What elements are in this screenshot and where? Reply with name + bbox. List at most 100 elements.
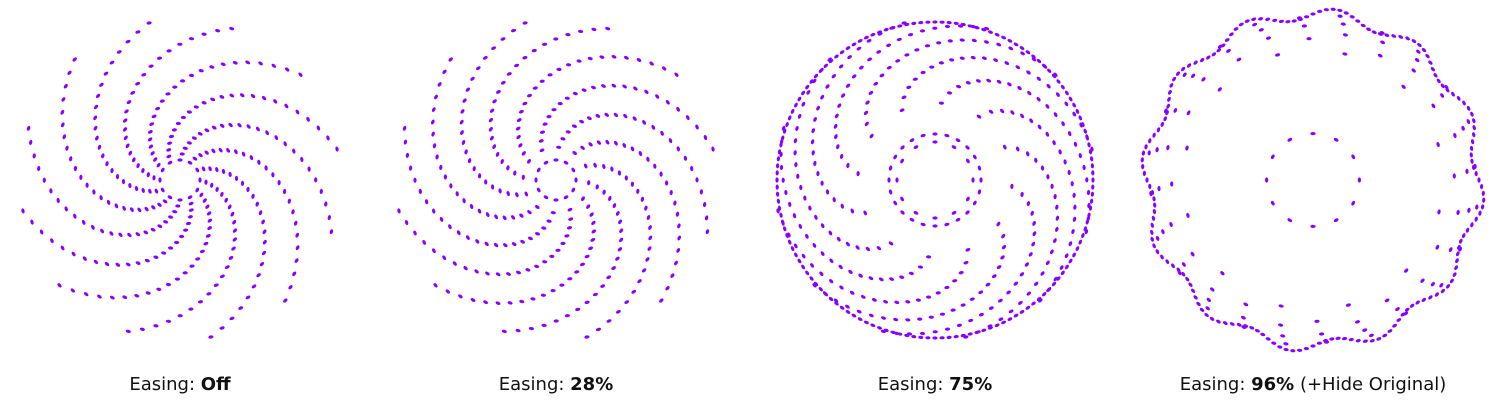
spiral-dot <box>974 330 980 334</box>
spiral-dot <box>775 170 779 176</box>
spiral-dot <box>897 24 903 28</box>
spiral-dot <box>1384 33 1390 38</box>
spiral-dot <box>295 245 300 251</box>
spiral-dot <box>228 122 233 128</box>
spiral-dot <box>829 258 834 264</box>
spiral-dot <box>823 292 828 297</box>
spiral-dot <box>837 103 842 108</box>
spiral-dot <box>1064 264 1069 270</box>
spiral-dot <box>811 150 815 156</box>
spiral-dot <box>126 100 132 105</box>
spiral-dot <box>977 189 982 195</box>
spiral-dot <box>559 283 565 287</box>
spiral-dot <box>1449 278 1454 284</box>
spiral-dot <box>1015 65 1021 70</box>
spiral-dot <box>1337 14 1343 18</box>
spiral-dot <box>168 134 175 139</box>
spiral-dot <box>211 125 217 130</box>
spiral-dot <box>588 246 594 251</box>
spiral-dot <box>1469 152 1473 158</box>
spiral-dot <box>638 150 643 157</box>
spiral-dot <box>1182 72 1187 77</box>
spiral-dot <box>165 282 172 287</box>
spiral-dot <box>1186 63 1192 68</box>
spiral-dot <box>495 151 500 157</box>
spiral-dot <box>949 58 955 62</box>
spiral-dot <box>883 27 889 32</box>
spiral-dot <box>1007 82 1012 87</box>
spiral-dot <box>502 215 507 221</box>
spiral-dot <box>998 317 1004 322</box>
spiral-dot <box>220 62 226 67</box>
spiral-dot <box>166 49 172 53</box>
spiral-dot <box>988 306 994 310</box>
spiral-dot <box>630 146 635 152</box>
spiral-dot <box>1026 291 1032 296</box>
spiral-dot <box>174 240 180 245</box>
spiral-dot <box>939 336 945 340</box>
spiral-dot <box>1470 139 1475 145</box>
spiral-dot <box>187 160 193 165</box>
spiral-dot <box>823 63 828 68</box>
spiral-dot <box>151 114 157 119</box>
spiral-dot <box>1056 276 1061 281</box>
spiral-dot <box>1310 344 1316 348</box>
spiral-dot <box>472 166 476 172</box>
spiral-dot <box>1278 323 1284 327</box>
spiral-dot <box>1053 238 1057 244</box>
spiral-dot <box>617 170 622 176</box>
spiral-dot <box>951 210 957 215</box>
spiral-dot <box>553 319 559 323</box>
spiral-dot <box>829 279 834 284</box>
spiral-dot <box>801 264 806 270</box>
spiral-dot <box>556 67 562 72</box>
spiral-dot <box>1185 276 1190 282</box>
spiral-dot <box>255 201 259 207</box>
spiral-dot <box>1160 254 1164 260</box>
spiral-dot <box>288 285 293 290</box>
spiral-dot <box>228 255 234 260</box>
spiral-dot <box>201 166 206 172</box>
spiral-dot <box>900 210 905 215</box>
spiral-dot <box>1317 9 1323 14</box>
spiral-dot <box>232 219 237 225</box>
caption: Easing: Off <box>0 374 360 395</box>
spiral-dot <box>50 238 54 244</box>
panel-easing-off: Easing: Off <box>0 0 360 420</box>
spiral-dot <box>899 275 905 279</box>
spiral-dot <box>809 79 814 84</box>
spiral-dot <box>206 292 212 296</box>
spiral-dot <box>153 324 159 328</box>
spiral-dot <box>1243 302 1249 307</box>
spiral-dot <box>114 203 119 209</box>
spiral-dot <box>125 329 131 334</box>
spiral-dot <box>870 32 876 37</box>
spiral-dot <box>589 212 594 217</box>
spiral-dot <box>250 93 256 99</box>
spiral-dot <box>1072 216 1077 222</box>
spiral-dot <box>1260 332 1266 337</box>
spiral-dot <box>1085 177 1089 183</box>
spiral-dot <box>996 42 1002 47</box>
spiral-dot <box>613 140 618 146</box>
spiral-dot <box>1088 205 1093 211</box>
spiral-dot <box>1481 190 1485 196</box>
spiral-dot <box>186 110 192 114</box>
spiral-dot <box>605 26 611 31</box>
spiral-dot <box>877 30 882 34</box>
spiral-dot <box>1280 334 1286 338</box>
spiral-dot <box>1058 149 1062 155</box>
spiral-dot <box>1083 226 1088 232</box>
spiral-dot <box>967 24 973 28</box>
spiral-dot <box>103 71 109 76</box>
spiral-dot <box>182 146 188 150</box>
spiral-dot <box>1067 169 1071 176</box>
spiral-dot <box>1031 54 1036 59</box>
spiral-dot <box>527 210 532 215</box>
spiral-dot <box>955 217 961 222</box>
spiral-dot <box>64 206 68 212</box>
spiral-dot <box>794 162 798 168</box>
spiral-dot <box>1285 20 1291 24</box>
spiral-dot <box>29 139 33 145</box>
spiral-dot <box>1046 174 1050 180</box>
